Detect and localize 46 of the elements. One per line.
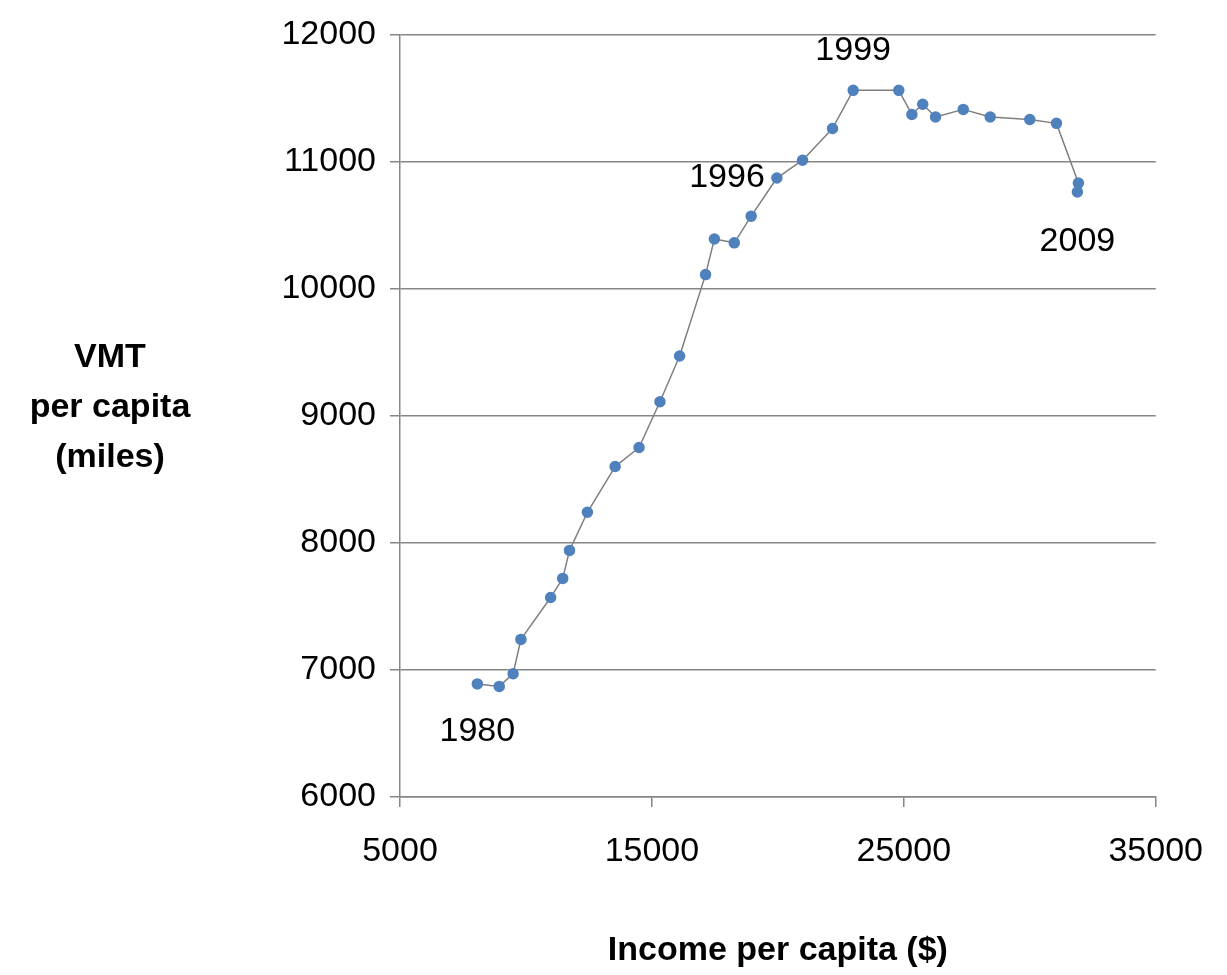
- point: [847, 84, 859, 97]
- point: [826, 122, 839, 135]
- point: [544, 591, 557, 604]
- point: [493, 680, 505, 693]
- point: [581, 506, 594, 519]
- annotation: 2009: [1039, 220, 1116, 259]
- point: [556, 572, 569, 585]
- point: [654, 395, 666, 408]
- x-tick-label: 5000: [362, 829, 438, 868]
- point: [563, 544, 576, 557]
- point: [609, 460, 621, 473]
- point: [957, 103, 970, 116]
- x-tick-label: 35000: [1108, 829, 1203, 868]
- point: [515, 633, 527, 646]
- y-tick-label: 10000: [281, 266, 376, 305]
- point: [771, 172, 783, 184]
- point: [929, 111, 942, 123]
- point: [673, 350, 686, 362]
- x-tick-label: 25000: [856, 829, 952, 868]
- point: [471, 678, 484, 690]
- point: [708, 233, 721, 245]
- point: [893, 84, 905, 97]
- x-tick-label: 15000: [604, 829, 700, 868]
- annotation: 1980: [439, 710, 516, 749]
- point: [728, 237, 741, 249]
- point: [1050, 117, 1063, 130]
- y-tick-label: 6000: [300, 775, 376, 814]
- point: [906, 108, 918, 121]
- point: [984, 111, 996, 123]
- point: [1024, 113, 1036, 126]
- point: [745, 210, 757, 222]
- point: [1071, 186, 1084, 198]
- point: [916, 98, 929, 111]
- y-tick-label: 9000: [300, 394, 376, 433]
- point: [507, 667, 519, 680]
- annotation: 1999: [815, 28, 891, 67]
- y-tick-label: 7000: [300, 648, 376, 687]
- annotation: 1996: [689, 156, 765, 195]
- y-axis-title: VMT per capita (miles): [28, 335, 192, 476]
- x-axis-title: Income per capita ($): [607, 928, 948, 967]
- point: [699, 268, 712, 281]
- y-tick-label: 11000: [283, 139, 376, 178]
- y-tick-label: 8000: [300, 521, 376, 560]
- y-tick-label: 12000: [281, 12, 376, 51]
- point: [796, 154, 809, 166]
- point: [633, 441, 645, 454]
